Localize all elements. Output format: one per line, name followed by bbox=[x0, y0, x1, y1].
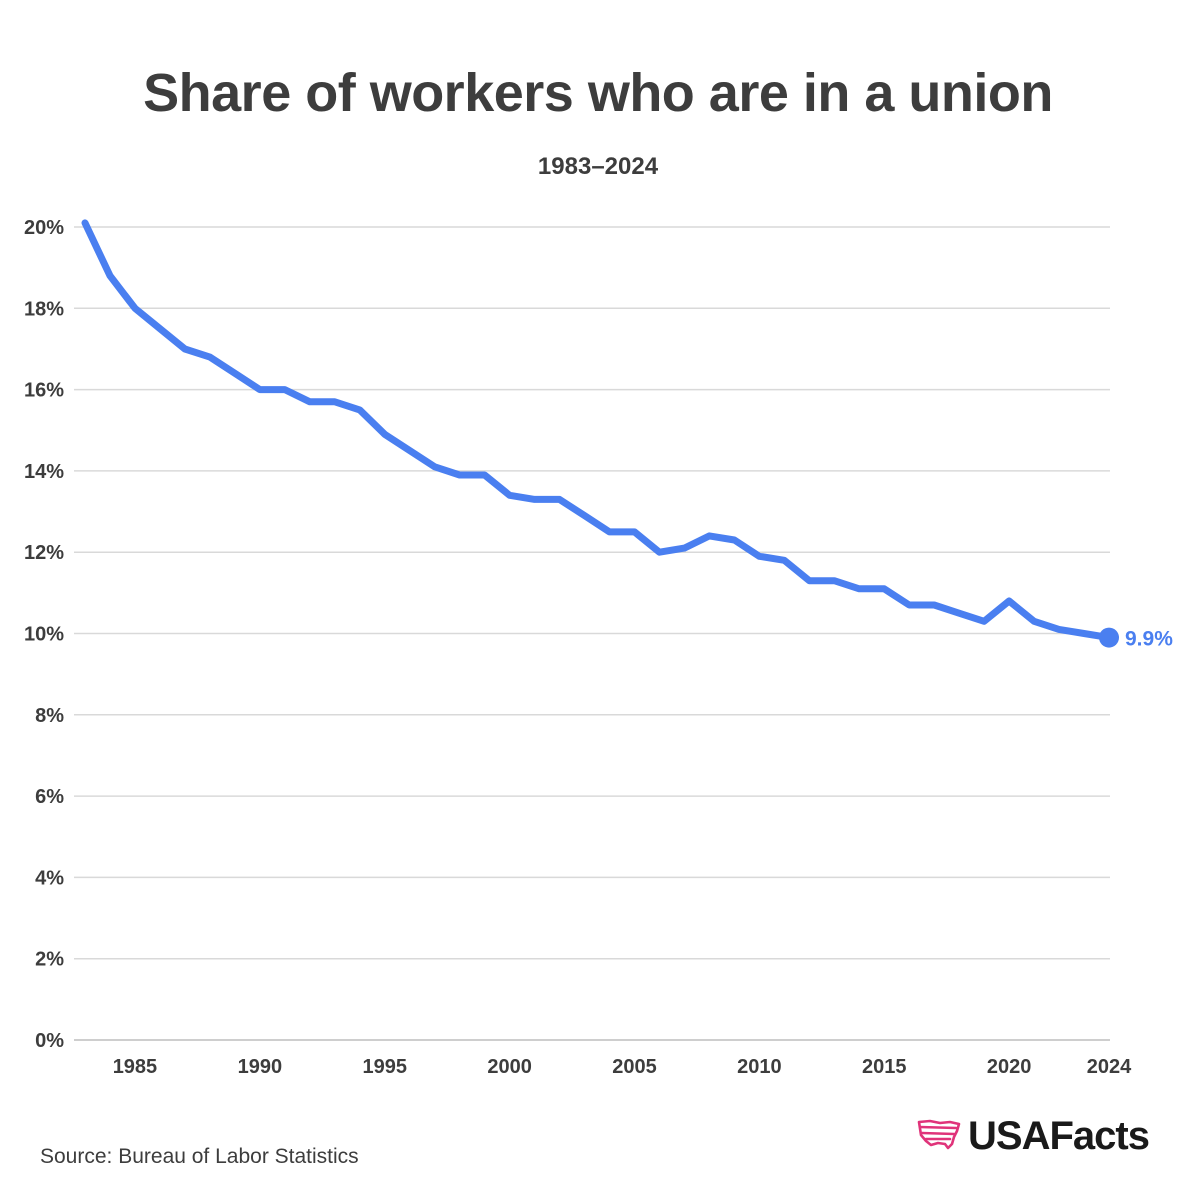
gridlines bbox=[74, 226, 1110, 1041]
x-tick-label: 2005 bbox=[612, 1056, 657, 1078]
y-tick-label: 20% bbox=[24, 217, 64, 239]
y-tick-label: 2% bbox=[35, 949, 64, 971]
series-line bbox=[81, 219, 1113, 642]
x-tick-label: 1990 bbox=[238, 1056, 283, 1078]
y-tick-label: 16% bbox=[24, 380, 64, 402]
x-tick-label: 1995 bbox=[362, 1056, 407, 1078]
x-tick-label: 2010 bbox=[737, 1056, 782, 1078]
data-points bbox=[84, 222, 1110, 638]
line-chart: 0% 2% 4% 6% 8% 10% 12% 14% 16% 18% 20% 1985 1990 199… bbox=[24, 217, 1173, 1078]
usa-flag-map-icon bbox=[916, 1117, 962, 1156]
x-tick-label: 2020 bbox=[987, 1056, 1032, 1078]
x-tick-label: 2015 bbox=[862, 1056, 907, 1078]
y-tick-label: 8% bbox=[35, 705, 64, 727]
source-note: Source: Bureau of Labor Statistics bbox=[40, 1145, 359, 1168]
y-tick-label: 18% bbox=[24, 298, 64, 320]
usafacts-logo: USAFacts bbox=[916, 1113, 1150, 1159]
y-tick-label: 12% bbox=[24, 542, 64, 564]
end-point-marker bbox=[1099, 627, 1119, 648]
x-tick-label: 1985 bbox=[113, 1056, 158, 1078]
brand-name: USAFacts bbox=[968, 1113, 1150, 1158]
chart-title: Share of workers who are in a union bbox=[143, 63, 1053, 123]
y-tick-label: 6% bbox=[35, 786, 64, 808]
x-tick-label: 2000 bbox=[487, 1056, 532, 1078]
y-tick-label: 10% bbox=[24, 624, 64, 646]
y-tick-label: 14% bbox=[24, 461, 64, 483]
x-tick-label: 2024 bbox=[1087, 1056, 1132, 1078]
y-tick-label: 4% bbox=[35, 867, 64, 889]
end-value-label: 9.9% bbox=[1125, 628, 1173, 651]
y-tick-label: 0% bbox=[35, 1030, 64, 1052]
chart-subtitle: 1983–2024 bbox=[537, 153, 659, 180]
x-axis-ticks: 1985 1990 1995 2000 2005 2010 2015 2020 2024 bbox=[113, 1056, 1132, 1078]
y-axis-ticks: 0% 2% 4% 6% 8% 10% 12% 14% 16% 18% 20% bbox=[24, 217, 64, 1052]
